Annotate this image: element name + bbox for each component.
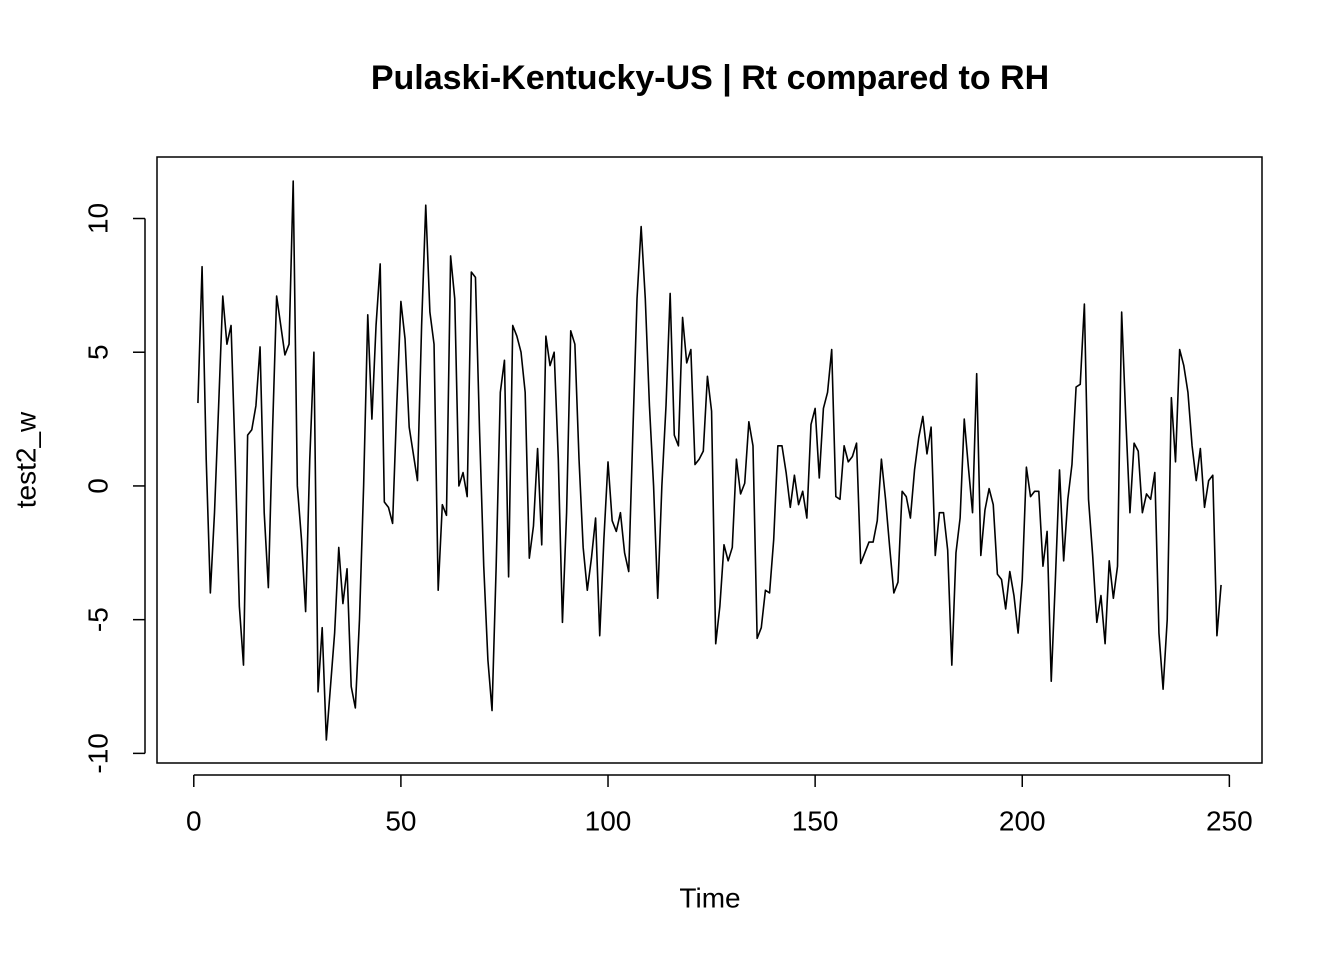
x-tick-label: 250: [1206, 805, 1253, 836]
y-tick-label: 5: [82, 344, 113, 360]
x-axis-label: Time: [679, 882, 740, 913]
chart-title: Pulaski-Kentucky-US | Rt compared to RH: [371, 59, 1049, 97]
series-line: [197, 180, 1222, 741]
y-tick-label: -5: [82, 607, 113, 632]
y-axis-label: test2_w: [10, 411, 41, 508]
x-tick-label: 150: [792, 805, 839, 836]
x-tick-label: 0: [186, 805, 202, 836]
plot-frame: [156, 156, 1263, 764]
y-tick-label: 10: [82, 203, 113, 234]
y-tick-label: 0: [82, 478, 113, 494]
x-tick-label: 100: [585, 805, 632, 836]
x-tick-label: 200: [999, 805, 1046, 836]
y-tick-label: -10: [82, 733, 113, 773]
x-tick-label: 50: [385, 805, 416, 836]
